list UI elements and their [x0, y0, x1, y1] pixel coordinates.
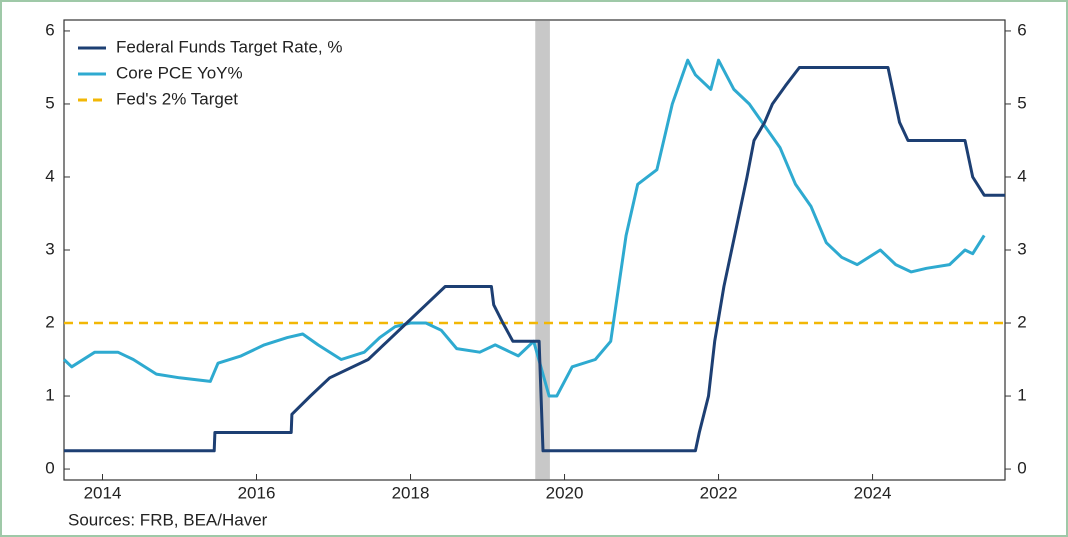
y-tick-label: 0 [45, 459, 54, 478]
y2-tick-label: 2 [1017, 313, 1026, 332]
x-tick-label: 2014 [84, 483, 122, 502]
y2-tick-label: 3 [1017, 239, 1026, 258]
x-tick-label: 2016 [238, 483, 276, 502]
x-tick-label: 2022 [700, 483, 738, 502]
y2-tick-label: 4 [1017, 166, 1026, 185]
y-tick-label: 1 [45, 386, 54, 405]
x-tick-label: 2024 [854, 483, 892, 502]
legend-label: Fed's 2% Target [116, 89, 238, 108]
legend-label: Federal Funds Target Rate, % [116, 37, 342, 56]
x-tick-label: 2018 [392, 483, 430, 502]
y2-tick-label: 0 [1017, 459, 1026, 478]
series-line [62, 58, 986, 398]
y-tick-label: 2 [45, 313, 54, 332]
y-tick-label: 6 [45, 20, 54, 39]
y2-tick-label: 5 [1017, 93, 1026, 112]
y-tick-label: 4 [45, 166, 54, 185]
y-tick-label: 5 [45, 93, 54, 112]
x-tick-label: 2020 [546, 483, 584, 502]
source-note: Sources: FRB, BEA/Haver [68, 510, 268, 529]
legend-label: Core PCE YoY% [116, 63, 243, 82]
y-tick-label: 3 [45, 239, 54, 258]
series-line [64, 66, 1005, 453]
y2-tick-label: 1 [1017, 386, 1026, 405]
y2-tick-label: 6 [1017, 20, 1026, 39]
